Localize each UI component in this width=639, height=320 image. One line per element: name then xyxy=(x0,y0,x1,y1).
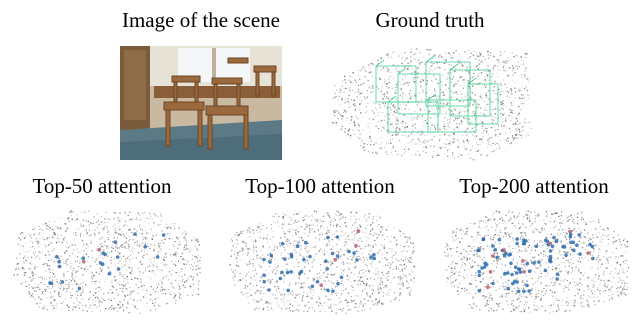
attention-points xyxy=(48,240,121,291)
attention-points xyxy=(262,235,344,293)
point-cloud-points xyxy=(229,210,416,314)
scene-photo xyxy=(120,46,282,160)
top200-pointcloud xyxy=(438,206,634,316)
ground-truth-boxes xyxy=(375,55,499,133)
attention-points xyxy=(561,229,595,261)
point-cloud-points xyxy=(441,210,630,314)
attention-points xyxy=(476,235,560,294)
attention-points xyxy=(347,229,377,262)
point-cloud-points xyxy=(13,210,202,315)
attention-points xyxy=(133,232,166,259)
top100-label: Top-100 attention xyxy=(245,174,395,198)
top100-pointcloud xyxy=(224,206,420,316)
top200-label: Top-200 attention xyxy=(459,174,609,198)
ground-truth-label: Ground truth xyxy=(375,8,485,32)
top50-pointcloud xyxy=(10,206,206,316)
ground-truth-pointcloud xyxy=(328,44,534,162)
top50-label: Top-50 attention xyxy=(32,174,172,198)
point-cloud-points xyxy=(331,47,533,161)
scene-image-label: Image of the scene xyxy=(121,8,280,32)
